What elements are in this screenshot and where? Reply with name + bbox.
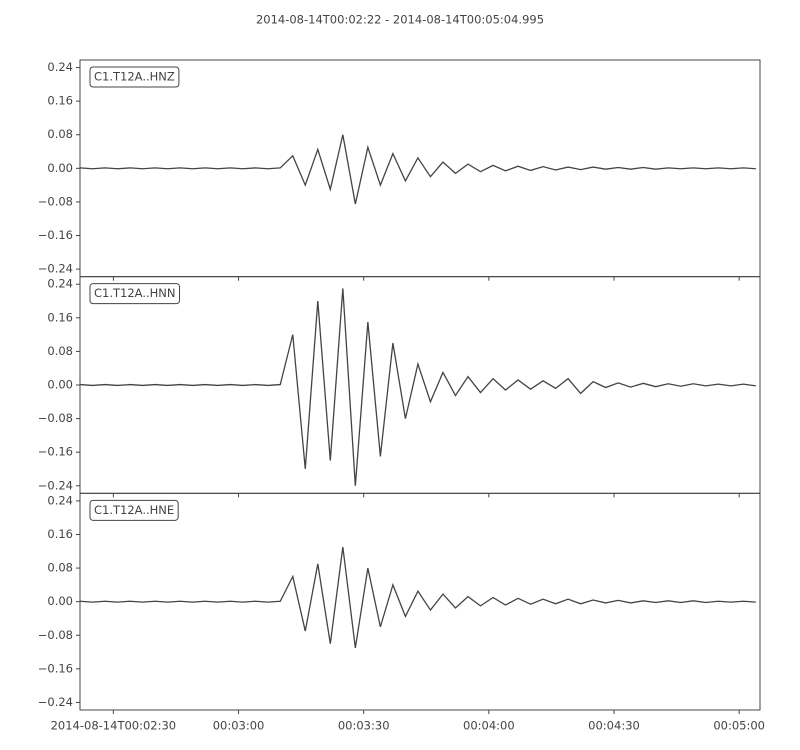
y-tick-label: 0.08 <box>47 127 73 141</box>
y-tick-label: 0.16 <box>47 527 73 541</box>
x-tick-label: 00:04:00 <box>463 719 515 733</box>
chart-title: 2014-08-14T00:02:22 - 2014-08-14T00:05:0… <box>256 13 544 27</box>
y-tick-label: −0.24 <box>38 262 73 276</box>
y-tick-label: 0.00 <box>47 161 73 175</box>
y-tick-label: −0.16 <box>38 228 73 242</box>
x-tick-label: 00:03:30 <box>338 719 390 733</box>
y-tick-label: −0.16 <box>38 661 73 675</box>
y-tick-label: 0.08 <box>47 561 73 575</box>
y-tick-label: 0.16 <box>47 310 73 324</box>
y-tick-label: 0.24 <box>47 60 73 74</box>
x-tick-label: 00:04:30 <box>588 719 640 733</box>
y-tick-label: 0.16 <box>47 94 73 108</box>
legend-label: C1.T12A..HNN <box>94 286 176 300</box>
y-tick-label: 0.00 <box>47 594 73 608</box>
legend-box <box>89 66 180 88</box>
y-tick-label: 0.24 <box>47 277 73 291</box>
legend-label: C1.T12A..HNE <box>94 503 174 517</box>
y-tick-label: −0.08 <box>38 194 73 208</box>
waveform <box>79 288 756 486</box>
y-tick-label: 0.24 <box>47 493 73 507</box>
x-tick-label: 00:03:00 <box>213 719 265 733</box>
x-tick-label: 2014-08-14T00:02:30 <box>51 719 177 733</box>
legend-box <box>89 283 180 305</box>
y-tick-label: −0.08 <box>38 628 73 642</box>
legend-box <box>89 499 179 521</box>
y-tick-label: −0.24 <box>38 478 73 492</box>
y-tick-label: −0.16 <box>38 445 73 459</box>
y-tick-label: −0.08 <box>38 411 73 425</box>
x-tick-label: 00:05:00 <box>713 719 765 733</box>
waveform <box>79 134 756 205</box>
y-tick-label: 0.00 <box>47 378 73 392</box>
legend-label: C1.T12A..HNZ <box>94 70 175 84</box>
y-tick-label: 0.08 <box>47 344 73 358</box>
waveform <box>79 546 756 648</box>
y-tick-label: −0.24 <box>38 695 73 709</box>
